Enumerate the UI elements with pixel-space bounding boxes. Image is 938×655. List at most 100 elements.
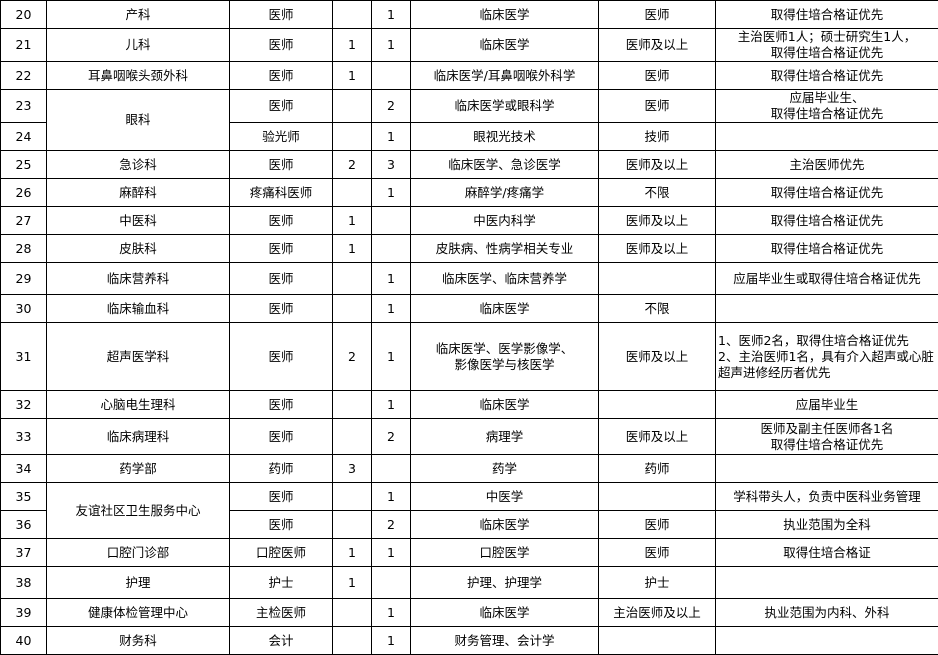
title-requirement-cell: 技师: [599, 123, 716, 151]
major-cell: 中医内科学: [411, 207, 599, 235]
major-cell: 麻醉学/疼痛学: [411, 179, 599, 207]
count-a-cell: 1: [333, 235, 372, 263]
department-cell: 口腔门诊部: [47, 539, 230, 567]
note-cell: 应届毕业生或取得住培合格证优先: [716, 263, 938, 295]
major-cell: 临床医学/耳鼻咽喉外科学: [411, 62, 599, 90]
department-cell: 麻醉科: [47, 179, 230, 207]
major-cell: 临床医学或眼科学: [411, 90, 599, 123]
count-b-cell: 1: [372, 539, 411, 567]
count-b-cell: 2: [372, 90, 411, 123]
position-cell: 医师: [230, 263, 333, 295]
note-cell: 执业范围为内科、外科: [716, 599, 938, 627]
position-cell: 医师: [230, 295, 333, 323]
note-cell: 取得住培合格证优先: [716, 1, 938, 29]
position-cell: 医师: [230, 323, 333, 391]
count-a-cell: [333, 627, 372, 655]
department-cell: 药学部: [47, 455, 230, 483]
row-number-cell: 29: [1, 263, 47, 295]
row-number-cell: 27: [1, 207, 47, 235]
count-b-cell: 1: [372, 29, 411, 62]
department-cell: 心脑电生理科: [47, 391, 230, 419]
major-cell: 临床医学: [411, 511, 599, 539]
major-cell: 临床医学、医学影像学、 影像医学与核医学: [411, 323, 599, 391]
count-b-cell: 1: [372, 323, 411, 391]
row-number-cell: 39: [1, 599, 47, 627]
major-cell: 财务管理、会计学: [411, 627, 599, 655]
count-a-cell: 1: [333, 62, 372, 90]
position-cell: 医师: [230, 90, 333, 123]
department-cell: 眼科: [47, 90, 230, 151]
row-number-cell: 25: [1, 151, 47, 179]
note-cell: 取得住培合格证: [716, 539, 938, 567]
position-cell: 验光师: [230, 123, 333, 151]
department-cell: 皮肤科: [47, 235, 230, 263]
count-a-cell: [333, 123, 372, 151]
row-number-cell: 26: [1, 179, 47, 207]
title-requirement-cell: 医师: [599, 539, 716, 567]
major-cell: 临床医学、临床营养学: [411, 263, 599, 295]
count-a-cell: [333, 483, 372, 511]
count-b-cell: 1: [372, 599, 411, 627]
count-b-cell: 1: [372, 1, 411, 29]
note-cell: 应届毕业生、 取得住培合格证优先: [716, 90, 938, 123]
count-a-cell: [333, 1, 372, 29]
count-a-cell: 1: [333, 29, 372, 62]
department-cell: 护理: [47, 567, 230, 599]
count-b-cell: 1: [372, 123, 411, 151]
count-a-cell: 1: [333, 539, 372, 567]
row-number-cell: 23: [1, 90, 47, 123]
title-requirement-cell: 医师: [599, 1, 716, 29]
note-cell: 应届毕业生: [716, 391, 938, 419]
position-cell: 医师: [230, 207, 333, 235]
row-number-cell: 36: [1, 511, 47, 539]
count-b-cell: [372, 567, 411, 599]
row-number-cell: 28: [1, 235, 47, 263]
title-requirement-cell: 护士: [599, 567, 716, 599]
row-number-cell: 30: [1, 295, 47, 323]
department-cell: 产科: [47, 1, 230, 29]
note-cell: 主治医师优先: [716, 151, 938, 179]
note-cell: 取得住培合格证优先: [716, 62, 938, 90]
title-requirement-cell: 医师: [599, 511, 716, 539]
row-number-cell: 31: [1, 323, 47, 391]
position-cell: 医师: [230, 511, 333, 539]
note-cell: 取得住培合格证优先: [716, 207, 938, 235]
note-cell: 取得住培合格证优先: [716, 235, 938, 263]
row-number-cell: 20: [1, 1, 47, 29]
count-b-cell: [372, 62, 411, 90]
major-cell: 眼视光技术: [411, 123, 599, 151]
department-cell: 临床输血科: [47, 295, 230, 323]
row-number-cell: 34: [1, 455, 47, 483]
count-a-cell: 2: [333, 323, 372, 391]
count-b-cell: 1: [372, 391, 411, 419]
major-cell: 口腔医学: [411, 539, 599, 567]
major-cell: 皮肤病、性病学相关专业: [411, 235, 599, 263]
major-cell: 中医学: [411, 483, 599, 511]
note-cell: [716, 123, 938, 151]
count-a-cell: [333, 391, 372, 419]
row-number-cell: 37: [1, 539, 47, 567]
count-b-cell: 1: [372, 295, 411, 323]
count-b-cell: [372, 235, 411, 263]
count-b-cell: 3: [372, 151, 411, 179]
count-b-cell: 1: [372, 627, 411, 655]
row-number-cell: 22: [1, 62, 47, 90]
major-cell: 病理学: [411, 419, 599, 455]
row-number-cell: 35: [1, 483, 47, 511]
position-cell: 医师: [230, 419, 333, 455]
department-cell: 耳鼻咽喉头颈外科: [47, 62, 230, 90]
count-a-cell: [333, 295, 372, 323]
position-cell: 医师: [230, 29, 333, 62]
